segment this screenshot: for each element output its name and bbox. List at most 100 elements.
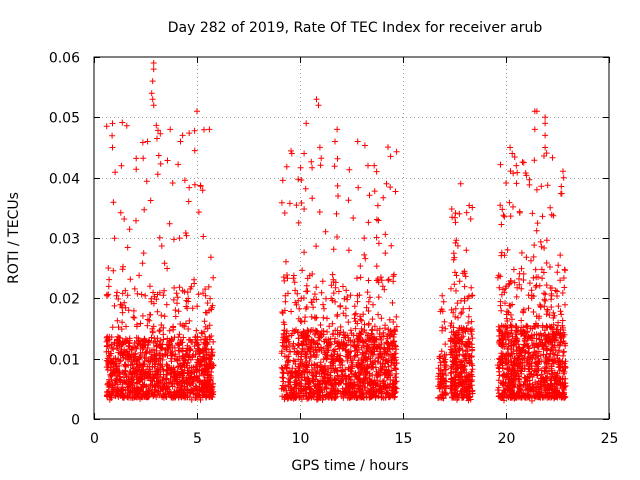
data-point <box>390 278 397 285</box>
data-point <box>127 276 134 283</box>
data-point <box>120 387 127 394</box>
data-point <box>186 184 193 191</box>
data-point <box>542 367 549 374</box>
data-point <box>330 362 337 369</box>
data-point <box>536 388 543 395</box>
data-point <box>357 274 364 281</box>
data-point <box>140 250 147 257</box>
data-point <box>152 371 159 377</box>
data-point <box>171 388 178 395</box>
data-point <box>520 309 527 316</box>
data-point <box>436 385 443 392</box>
data-point <box>507 144 514 151</box>
data-point <box>200 354 207 361</box>
data-point <box>313 362 320 369</box>
data-point <box>525 391 532 398</box>
data-point <box>543 345 549 352</box>
data-point <box>539 213 546 220</box>
data-point <box>450 368 457 375</box>
data-point <box>319 278 326 285</box>
data-point <box>315 334 322 341</box>
data-point <box>330 347 337 354</box>
data-point <box>321 377 327 384</box>
data-point <box>455 379 462 386</box>
data-point <box>329 331 336 338</box>
data-point <box>146 373 153 380</box>
data-point <box>334 126 341 133</box>
data-point <box>201 126 207 133</box>
data-point <box>351 311 358 318</box>
data-point <box>540 269 547 276</box>
data-point <box>301 249 308 256</box>
data-point <box>389 299 396 306</box>
data-point <box>295 363 302 370</box>
data-point <box>387 351 394 358</box>
data-point <box>320 314 327 321</box>
data-point <box>132 368 139 375</box>
data-point <box>381 382 388 389</box>
data-point <box>378 277 385 284</box>
data-point <box>388 359 395 366</box>
data-point <box>514 383 521 390</box>
data-point <box>558 311 565 318</box>
data-point <box>352 352 359 359</box>
data-point <box>558 335 565 342</box>
data-point <box>464 388 471 394</box>
data-point <box>457 180 464 187</box>
data-point <box>516 275 522 282</box>
data-point <box>295 335 302 342</box>
data-point <box>147 311 154 318</box>
data-point <box>158 243 165 249</box>
data-point <box>460 305 467 312</box>
data-point <box>185 367 192 374</box>
data-point <box>207 254 214 261</box>
data-point <box>456 278 463 285</box>
data-point <box>505 366 512 373</box>
data-point <box>374 276 381 282</box>
data-point <box>133 345 140 352</box>
data-point <box>499 335 506 342</box>
data-point <box>159 352 166 359</box>
data-point <box>524 343 531 350</box>
data-point <box>500 323 507 330</box>
data-point <box>500 339 507 346</box>
data-point <box>317 162 324 169</box>
data-point <box>518 370 525 377</box>
data-point <box>311 331 318 338</box>
data-point <box>109 324 116 331</box>
data-point <box>367 355 374 362</box>
y-axis-label: ROTI / TECUs <box>6 192 22 284</box>
data-point <box>448 376 454 383</box>
data-point <box>164 265 171 272</box>
data-point <box>295 315 302 322</box>
data-point <box>311 291 318 298</box>
data-point <box>282 382 289 389</box>
data-point <box>126 335 133 342</box>
data-point <box>374 202 381 209</box>
data-point <box>118 162 125 169</box>
data-point <box>357 263 364 269</box>
data-point <box>543 150 550 157</box>
data-point <box>313 96 320 103</box>
x-axis-label: GPS time / hours <box>291 458 408 474</box>
data-point <box>195 209 202 216</box>
data-point <box>134 358 141 365</box>
data-point <box>452 313 459 320</box>
data-point <box>302 383 309 390</box>
data-point <box>307 339 314 346</box>
data-point <box>454 242 461 249</box>
data-point <box>136 375 143 382</box>
data-point <box>104 333 111 340</box>
data-point <box>555 322 561 329</box>
data-point <box>207 386 214 393</box>
data-point <box>181 288 188 295</box>
data-point <box>278 350 285 357</box>
data-point <box>177 372 184 379</box>
data-point <box>334 339 340 346</box>
data-point <box>304 288 311 295</box>
data-point <box>289 330 296 337</box>
data-point <box>528 257 534 264</box>
data-point <box>346 166 353 173</box>
data-point <box>128 379 135 386</box>
data-point <box>156 234 163 241</box>
